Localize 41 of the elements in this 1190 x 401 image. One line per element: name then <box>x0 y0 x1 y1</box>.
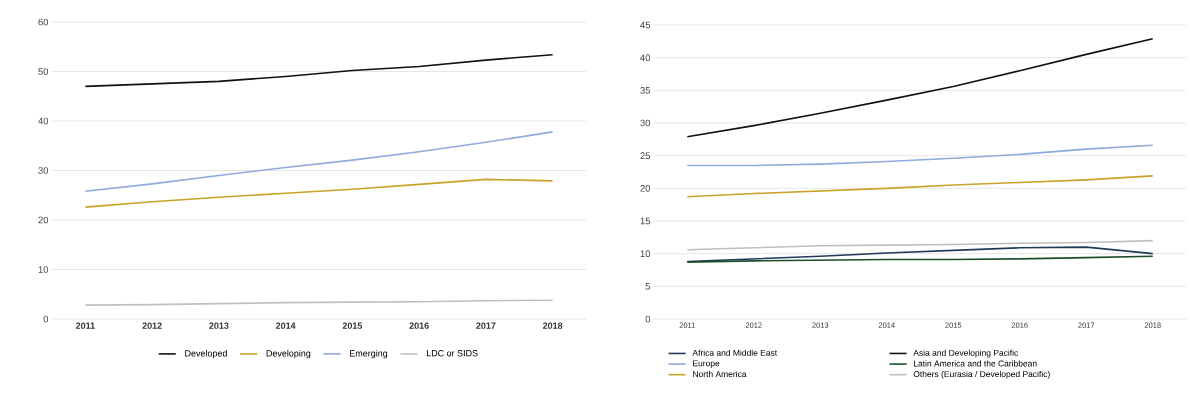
legend-label: LDC or SIDS <box>426 350 478 357</box>
legend-label: Latin America and the Caribbean <box>914 360 1037 367</box>
y-tick-label: 15 <box>640 217 651 225</box>
legend-label: Developed <box>185 349 227 359</box>
y-tick-label: 45 <box>640 21 651 29</box>
y-tick-label: 5 <box>645 283 651 290</box>
y-tick-label: 50 <box>38 68 49 75</box>
line-series <box>686 239 1154 251</box>
x-tick-label: 2014 <box>275 322 296 329</box>
line-series <box>686 144 1154 167</box>
x-tick-label: 2013 <box>209 322 229 329</box>
line-series <box>686 37 1154 138</box>
line-series <box>84 53 554 88</box>
y-tick-label: 30 <box>640 119 651 127</box>
x-tick-label: 2015 <box>342 322 363 329</box>
y-tick-label: 30 <box>38 167 49 174</box>
y-tick-label: 40 <box>640 54 651 62</box>
legend-label: Africa and Middle East <box>692 349 778 356</box>
y-tick-label: 40 <box>38 117 49 125</box>
legend-label: Asia and Developing Pacific <box>913 349 1019 358</box>
x-tick-label: 2011 <box>75 322 95 329</box>
x-tick-label: 2018 <box>542 322 563 329</box>
y-tick-label: 25 <box>640 152 651 160</box>
legend-label: Europe <box>693 360 720 368</box>
legend-label: Emerging <box>350 349 388 359</box>
legend-label: Others (Eurasia / Developed Pacific) <box>913 370 1050 379</box>
x-tick-label: 2012 <box>142 322 162 329</box>
y-tick-label: 35 <box>640 86 651 94</box>
y-tick-label: 60 <box>38 18 49 26</box>
legend-label: North America <box>693 370 747 378</box>
y-tick-label: 0 <box>645 315 651 323</box>
y-tick-label: 20 <box>38 216 49 224</box>
y-tick-label: 0 <box>43 315 49 323</box>
line-series <box>84 178 554 208</box>
line-series <box>84 131 554 193</box>
y-tick-label: 20 <box>640 184 651 192</box>
legend-label: Developing <box>266 349 311 359</box>
y-tick-label: 10 <box>640 250 651 258</box>
y-tick-label: 10 <box>38 266 49 273</box>
x-tick-label: 2017 <box>476 322 496 329</box>
x-tick-label: 2016 <box>409 322 429 329</box>
